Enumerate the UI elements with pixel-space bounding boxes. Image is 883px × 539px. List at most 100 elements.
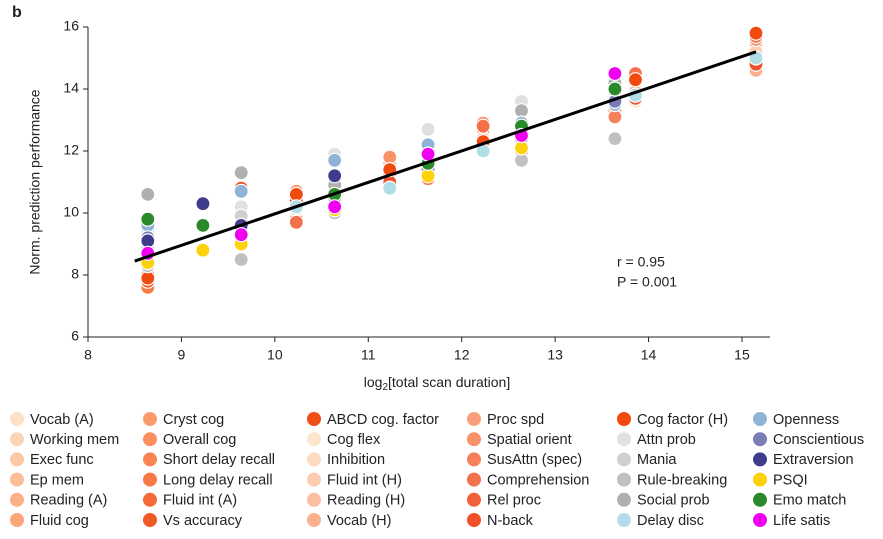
legend-label: Exec func [30,452,94,468]
legend-marker [10,432,24,447]
point [140,186,156,202]
legend-label: Emo match [773,493,846,509]
y-tick-label: 8 [71,266,79,282]
legend-marker [617,452,631,467]
y-tick-label: 6 [71,328,79,344]
point [233,165,249,181]
point [607,65,623,82]
point [327,152,343,168]
legend-marker [307,432,321,447]
y-tick-label: 14 [63,80,79,96]
point [607,131,623,147]
legend-marker [10,412,24,426]
legend-marker [467,513,481,527]
panel-label: b [12,4,22,21]
legend-marker [617,472,631,487]
point [195,196,211,212]
legend-label: Vs accuracy [163,513,243,529]
x-tick-label: 15 [734,347,750,363]
legend-label: Cog flex [327,432,381,448]
legend-label: Working mem [30,432,119,448]
legend-label: Inhibition [327,452,385,468]
legend-label: Delay disc [637,513,704,529]
legend-marker [753,472,767,487]
legend-label: Cog factor (H) [637,412,728,428]
y-tick-label: 16 [63,18,79,34]
point [327,199,343,215]
legend-marker [307,412,321,426]
legend-label: Attn prob [637,432,696,448]
x-tick-label: 11 [361,347,376,363]
legend-marker [617,492,631,507]
legend-marker [10,452,24,467]
point [382,180,398,196]
legend-marker [617,432,631,447]
legend-marker [467,492,481,507]
legend-label: Reading (A) [30,493,107,509]
point [420,146,436,162]
legend-label: Vocab (A) [30,412,94,428]
legend-marker [617,513,631,527]
fit-line [134,50,757,263]
legend-marker [753,432,767,447]
legend-label: PSQI [773,472,808,488]
point [420,121,436,137]
x-axis-label: log2[total scan duration] [364,374,510,393]
legend-marker [143,452,157,467]
point [475,118,491,134]
legend-marker [753,452,767,467]
legend-marker [307,472,321,487]
legend-marker [307,452,321,467]
point [233,251,249,268]
legend-marker [617,412,631,426]
point [748,25,764,41]
legend-label: Short delay recall [163,452,275,468]
x-label-part: [total scan duration] [388,374,510,390]
x-tick-label: 8 [84,347,92,363]
legend-marker [467,432,481,447]
point [327,168,343,184]
legend-label: N-back [487,513,534,529]
legend-label: Openness [773,412,839,428]
x-tick-label: 12 [454,347,470,363]
point [195,217,211,233]
legend-marker [753,513,767,527]
x-tick-label: 14 [641,347,657,363]
point [140,211,156,227]
legend-label: SusAttn (spec) [487,452,582,468]
legend-marker [467,472,481,487]
legend-label: Ep mem [30,472,84,488]
y-axis-label: Norm. prediction performance [27,89,43,274]
legend-label: Spatial orient [487,432,572,448]
point [627,72,644,88]
legend-marker [753,492,767,507]
x-label-sub: 2 [382,382,388,393]
legend-label: Conscientious [773,432,864,448]
legend-marker [143,412,157,426]
annotation: P = 0.001 [617,274,677,290]
legend-label: Fluid cog [30,513,89,529]
point [233,227,249,243]
legend-marker [307,492,321,507]
legend-label: Life satis [773,513,830,529]
point [233,183,249,199]
x-tick-label: 9 [178,347,186,363]
legend-label: Fluid int (H) [327,472,402,488]
legend-marker [143,472,157,487]
legend-label: Vocab (H) [327,513,391,529]
legend-marker [10,513,24,527]
legend-marker [753,412,767,426]
annotation: r = 0.95 [617,254,665,270]
legend-label: Proc spd [487,412,544,428]
legend-label: Comprehension [487,472,589,488]
point [607,81,623,97]
legend-marker [143,432,157,447]
legend-label: Rule-breaking [637,472,727,488]
legend-label: Cryst cog [163,412,224,428]
legend-marker [143,513,157,527]
legend-label: Extraversion [773,452,854,468]
point [195,242,211,258]
legend-label: Rel proc [487,493,541,509]
legend-marker [467,452,481,467]
